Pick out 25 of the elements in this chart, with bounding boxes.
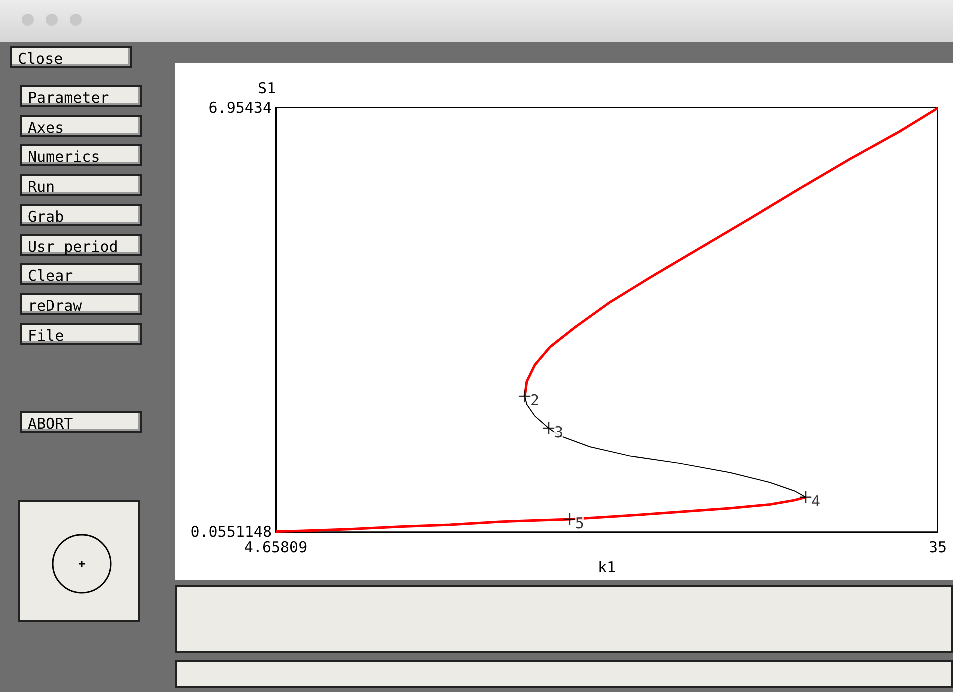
x-tick-label: 35 xyxy=(928,538,948,557)
text: Close xyxy=(10,46,132,68)
text: Clear xyxy=(20,263,142,286)
text: Usr period xyxy=(20,234,142,256)
annotation: 2 xyxy=(530,392,540,410)
annotation: 3 xyxy=(554,424,564,442)
text: Parameter xyxy=(20,85,142,107)
y-tick-label: 0.0551148 xyxy=(190,523,272,542)
text: File xyxy=(20,322,142,345)
point xyxy=(799,490,813,504)
x-tick-label: 4.65809 xyxy=(244,538,308,557)
point xyxy=(518,390,532,404)
line-series xyxy=(274,496,808,534)
x-axis-title: k1 xyxy=(598,558,616,576)
y-tick-label: 6.95434 xyxy=(208,99,272,117)
y-axis-title: S1 xyxy=(258,80,276,98)
text: reDraw xyxy=(20,292,142,315)
text: Axes xyxy=(20,114,142,137)
annotation: 4 xyxy=(812,492,821,510)
text: ABORT xyxy=(20,411,142,433)
text: Run xyxy=(20,174,142,196)
point xyxy=(542,422,556,436)
text: Grab xyxy=(20,204,142,226)
text: Numerics xyxy=(20,144,142,166)
annotation: 5 xyxy=(575,514,584,533)
